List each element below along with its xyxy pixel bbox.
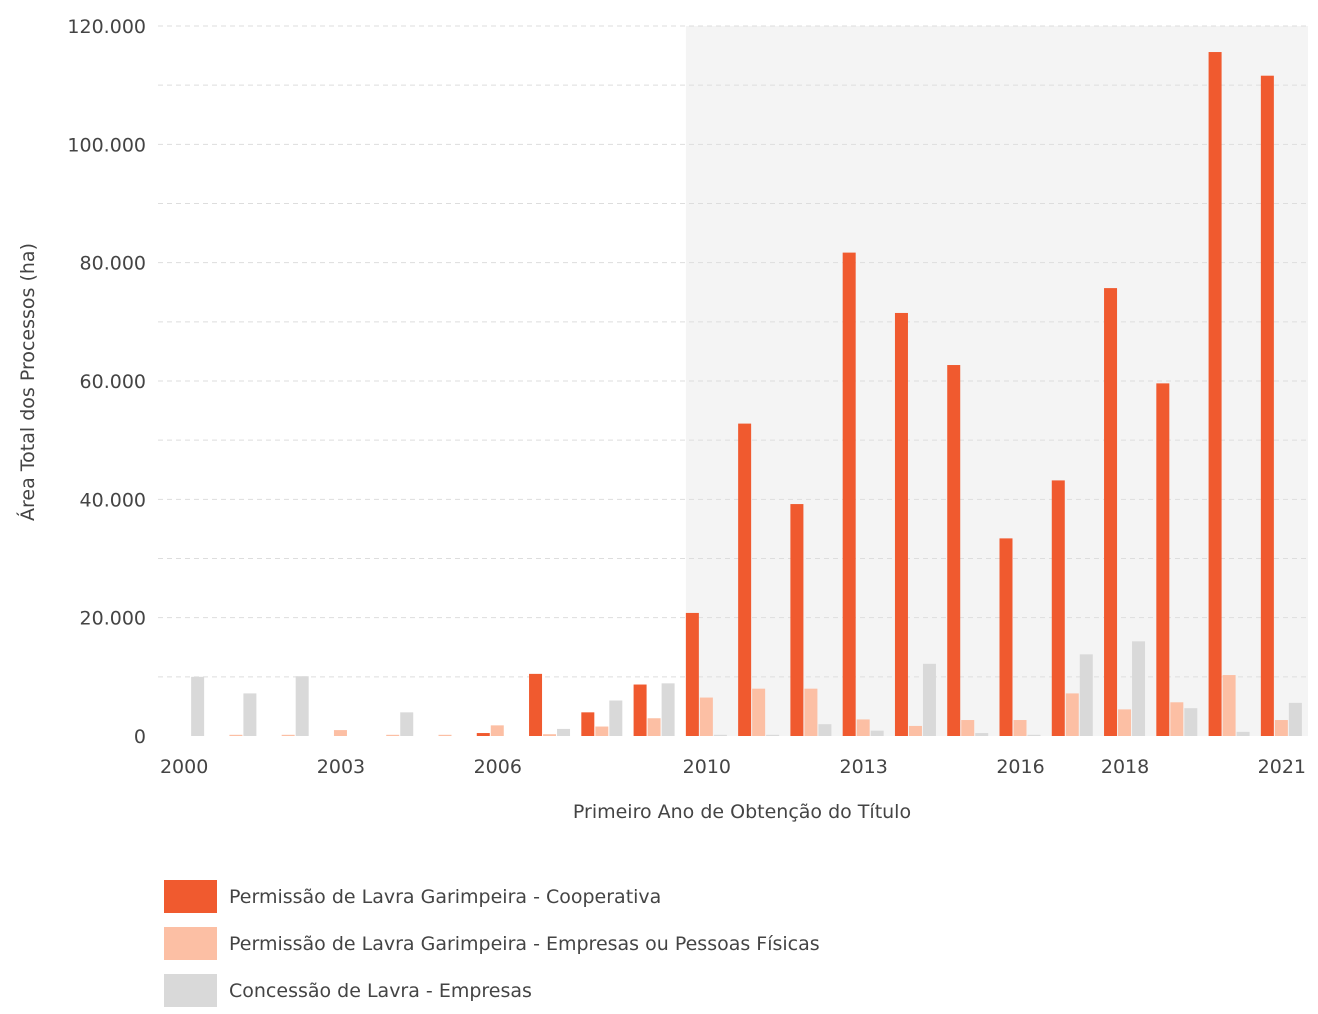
- legend-swatch-concessao: [164, 974, 217, 1007]
- bar-2017-s2: [1079, 654, 1093, 736]
- bar-2021-s2: [1288, 702, 1302, 736]
- bar-2005-s1: [438, 734, 452, 736]
- y-tick-label: 40.000: [80, 489, 146, 511]
- legend-swatch-empresas-pessoas: [164, 927, 217, 960]
- x-tick-label: 2010: [683, 756, 731, 778]
- legend-label-empresas-pessoas: Permissão de Lavra Garimpeira - Empresas…: [229, 932, 820, 955]
- bar-2016-s1: [1013, 720, 1027, 736]
- x-tick-label: 2021: [1258, 756, 1306, 778]
- bar-2007-s2: [557, 728, 571, 736]
- bar-2014-s0: [894, 312, 908, 736]
- y-axis-title: Área Total dos Processos (ha): [16, 243, 39, 521]
- bar-2015-s2: [975, 733, 989, 736]
- bar-2010-s1: [699, 697, 713, 736]
- x-tick-label: 2013: [840, 756, 888, 778]
- bar-2011-s0: [738, 423, 752, 736]
- legend-item-concessao: Concessão de Lavra - Empresas: [164, 967, 820, 1014]
- bar-2021-s1: [1274, 720, 1288, 736]
- bar-2018-s1: [1118, 709, 1132, 736]
- bar-chart: 020.00040.00060.00080.000100.000120.000 …: [16, 16, 1308, 823]
- y-tick-label: 100.000: [67, 134, 146, 156]
- legend-item-cooperativa: Permissão de Lavra Garimpeira - Cooperat…: [164, 873, 820, 920]
- bar-2019-s2: [1184, 708, 1198, 736]
- bar-2019-s0: [1156, 383, 1170, 736]
- bar-2013-s0: [842, 252, 856, 736]
- bar-2021-s0: [1260, 75, 1274, 736]
- y-axis-ticks: 0 20.000 40.000 60.000 80.000 100.000 120.000: [67, 16, 146, 748]
- bar-2002-s2: [295, 676, 309, 736]
- bar-2010-s0: [685, 612, 699, 736]
- bar-2008-s0: [581, 712, 595, 736]
- x-tick-label: 2006: [474, 756, 522, 778]
- bar-2011-s1: [752, 688, 766, 736]
- legend: Permissão de Lavra Garimpeira - Cooperat…: [164, 873, 820, 1014]
- bar-2008-s2: [609, 700, 623, 736]
- bar-2020-s1: [1222, 675, 1236, 736]
- bar-2020-s2: [1236, 731, 1250, 736]
- bar-2009-s2: [661, 683, 675, 736]
- bar-2007-s0: [529, 673, 543, 736]
- bar-2006-s0: [476, 733, 490, 736]
- bar-2006-s1: [490, 725, 504, 736]
- bar-2017-s1: [1065, 693, 1079, 736]
- bar-2009-s1: [647, 718, 661, 736]
- bar-2004-s2: [400, 712, 414, 736]
- bar-2015-s0: [947, 365, 961, 736]
- bar-2018-s0: [1104, 288, 1118, 736]
- bar-2008-s1: [595, 726, 609, 736]
- bar-2013-s1: [856, 719, 870, 736]
- legend-label-concessao: Concessão de Lavra - Empresas: [229, 979, 532, 1002]
- bar-2004-s1: [386, 734, 400, 736]
- bar-2018-s2: [1132, 641, 1146, 736]
- bar-2010-s2: [713, 734, 727, 736]
- bar-2019-s1: [1170, 702, 1184, 736]
- legend-item-empresas-pessoas: Permissão de Lavra Garimpeira - Empresas…: [164, 920, 820, 967]
- bar-2000-s2: [191, 676, 205, 736]
- y-tick-label: 60.000: [80, 371, 146, 393]
- bar-2013-s2: [870, 730, 884, 736]
- x-axis-title: Primeiro Ano de Obtenção do Título: [573, 801, 911, 823]
- bar-2001-s1: [229, 734, 243, 736]
- bar-2002-s1: [281, 734, 295, 736]
- bar-2017-s0: [1051, 480, 1065, 736]
- y-tick-label: 120.000: [67, 16, 146, 38]
- x-tick-label: 2003: [317, 756, 365, 778]
- bar-2011-s2: [766, 734, 780, 736]
- bars: [191, 52, 1302, 737]
- bar-2012-s2: [818, 724, 832, 736]
- x-tick-label: 2000: [160, 756, 208, 778]
- y-tick-label: 80.000: [80, 253, 146, 275]
- legend-label-cooperativa: Permissão de Lavra Garimpeira - Cooperat…: [229, 885, 662, 908]
- bar-2014-s1: [908, 725, 922, 736]
- bar-2014-s2: [922, 663, 936, 736]
- y-tick-label: 20.000: [80, 608, 146, 630]
- bar-2009-s0: [633, 684, 647, 736]
- bar-2016-s0: [999, 538, 1013, 736]
- bar-2007-s1: [543, 734, 557, 736]
- x-tick-label: 2018: [1101, 756, 1149, 778]
- bar-2020-s0: [1208, 52, 1222, 737]
- bar-2012-s0: [790, 504, 804, 736]
- bar-2015-s1: [961, 720, 975, 736]
- bar-2016-s2: [1027, 734, 1041, 736]
- bar-2012-s1: [804, 688, 818, 736]
- x-axis-ticks: 2000 2003 2006 2010 2013 2016 2018 2021: [160, 756, 1306, 778]
- x-tick-label: 2016: [996, 756, 1044, 778]
- y-tick-label: 0: [134, 726, 146, 748]
- bar-2001-s2: [243, 693, 257, 736]
- bar-2003-s1: [333, 730, 347, 736]
- legend-swatch-cooperativa: [164, 880, 217, 913]
